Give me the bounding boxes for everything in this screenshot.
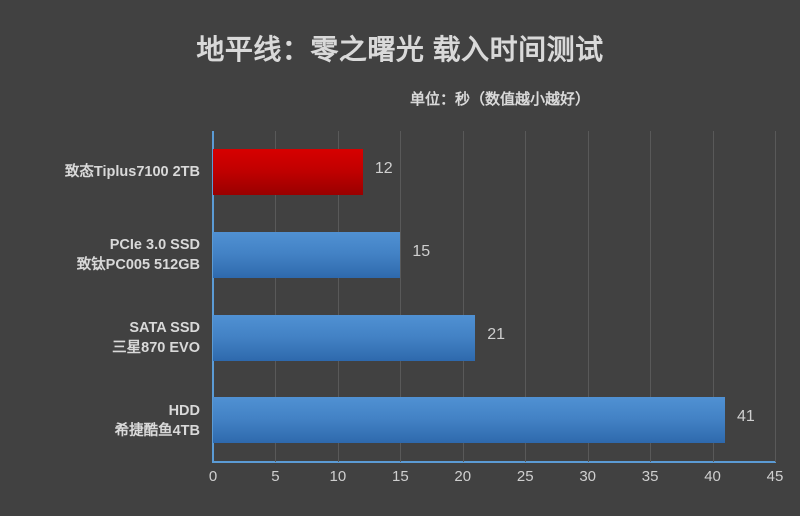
category-label-line: HDD bbox=[168, 402, 200, 419]
category-label-line: SATA SSD bbox=[129, 319, 200, 336]
category-label: 致态Tiplus7100 2TB bbox=[10, 162, 200, 182]
chart-title: 地平线：零之曙光 载入时间测试 bbox=[196, 34, 604, 65]
chart-subtitle: 单位：秒（数值越小越好） bbox=[409, 91, 590, 108]
x-tick-label: 30 bbox=[579, 468, 596, 485]
gridline bbox=[525, 131, 527, 462]
x-axis-line bbox=[212, 461, 776, 463]
bar-row: 41 bbox=[213, 379, 775, 462]
category-label-line: 致态Tiplus7100 2TB bbox=[64, 164, 200, 181]
category-label-line: 三星870 EVO bbox=[112, 339, 200, 356]
x-tick-label: 15 bbox=[391, 468, 409, 485]
bar-row: 12 bbox=[213, 131, 775, 214]
bar[interactable] bbox=[213, 397, 726, 444]
y-axis-line bbox=[212, 131, 214, 463]
category-label-line: PCIe 3.0 SSD bbox=[109, 237, 200, 254]
bar-value-label: 41 bbox=[737, 408, 755, 426]
bar-value-label: 12 bbox=[374, 160, 393, 177]
bar[interactable] bbox=[213, 231, 401, 278]
gridline bbox=[587, 131, 589, 462]
x-tick-label: 0 bbox=[208, 468, 218, 485]
x-tick-label: 20 bbox=[454, 468, 472, 485]
gridline bbox=[462, 131, 464, 462]
category-label-line: 希捷酷鱼4TB bbox=[114, 422, 200, 439]
category-label-line: 致钛PC005 512GB bbox=[76, 257, 200, 274]
x-tick-label: 10 bbox=[329, 468, 347, 485]
plot-area: 12 15 21 41 bbox=[213, 131, 776, 462]
bar-value-label: 21 bbox=[487, 325, 506, 343]
x-tick-label: 45 bbox=[766, 468, 784, 485]
x-tick-label: 5 bbox=[271, 468, 280, 485]
gridline bbox=[712, 131, 714, 462]
gridline bbox=[650, 131, 652, 462]
gridline bbox=[400, 131, 402, 462]
bar-row: 15 bbox=[213, 214, 775, 297]
bar-value-label: 15 bbox=[412, 242, 431, 260]
bar[interactable] bbox=[213, 314, 476, 361]
bar-row: 21 bbox=[213, 297, 775, 380]
gridline bbox=[275, 131, 277, 462]
category-label: HDD 希捷酷鱼4TB bbox=[10, 401, 200, 441]
x-tick-label: 25 bbox=[516, 468, 534, 485]
x-tick-label: 40 bbox=[704, 468, 721, 485]
gridline bbox=[337, 131, 339, 462]
gridline bbox=[775, 131, 776, 462]
x-tick-label: 35 bbox=[641, 468, 659, 485]
bar[interactable] bbox=[213, 149, 363, 195]
category-label: SATA SSD 三星870 EVO bbox=[10, 318, 200, 358]
category-label: PCIe 3.0 SSD 致钛PC005 512GB bbox=[10, 235, 200, 275]
